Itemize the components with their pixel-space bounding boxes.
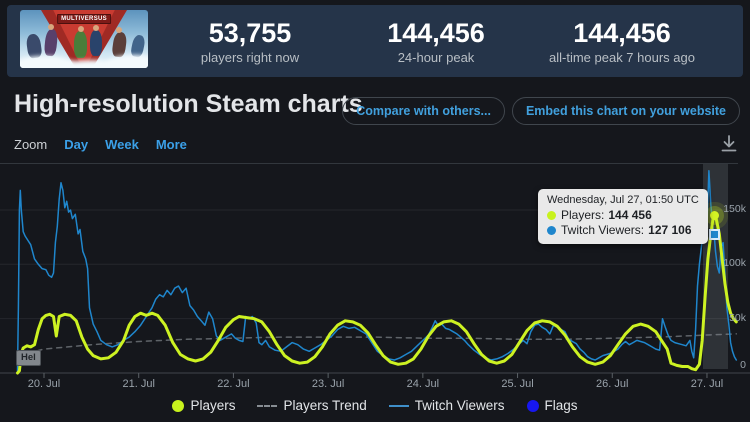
- banner-art-cloud: [106, 55, 148, 68]
- hover-highlight-band: [703, 164, 728, 369]
- header-buttons: Compare with others... Embed this chart …: [342, 97, 740, 125]
- zoom-label: Zoom: [14, 137, 48, 152]
- legend-label: Twitch Viewers: [414, 398, 505, 413]
- y-axis-label: 0: [740, 359, 746, 371]
- banner-art-character: [43, 28, 59, 57]
- download-icon[interactable]: [716, 131, 742, 157]
- banner-art-head: [93, 25, 99, 31]
- flag-marker[interactable]: Hel: [16, 350, 41, 366]
- y-axis-label: 150k: [723, 202, 746, 215]
- x-axis-label: 25. Jul: [501, 378, 534, 390]
- banner-art-character: [90, 30, 102, 56]
- legend-twitch-viewers[interactable]: Twitch Viewers: [388, 398, 505, 413]
- zoom-more[interactable]: More: [155, 137, 187, 152]
- series-twitch-viewers: [16, 170, 738, 372]
- stat-value: 144,456: [573, 17, 671, 48]
- banner-art-character: [25, 33, 43, 59]
- banner-art-character: [74, 31, 87, 58]
- series-players: [16, 214, 738, 375]
- tooltip-series-value: 127 106: [648, 223, 692, 237]
- x-axis-label: 23. Jul: [311, 378, 345, 390]
- x-axis-label: 27. Jul: [690, 378, 724, 390]
- y-axis-label: 100k: [723, 257, 746, 270]
- dashed-line-icon: [257, 404, 278, 407]
- legend-label: Flags: [544, 398, 578, 413]
- tooltip-series-name: Twitch Viewers:: [561, 223, 645, 237]
- legend-players[interactable]: Players: [172, 398, 235, 413]
- stat-label: players right now: [200, 49, 300, 65]
- zoom-week[interactable]: Week: [105, 137, 139, 152]
- x-axis-label: 21. Jul: [122, 378, 155, 390]
- players-dot-icon: [547, 211, 556, 220]
- banner-art-head: [116, 27, 122, 33]
- series-players-trend: [16, 333, 738, 357]
- x-axis-label: 26. Jul: [596, 378, 629, 390]
- stats-group: 53,755 players right now 144,456 24-hour…: [157, 18, 743, 65]
- players-dot-icon: [172, 399, 185, 412]
- legend-players-trend[interactable]: Players Trend: [257, 398, 367, 413]
- x-axis-label: 20. Jul: [27, 378, 61, 390]
- stat-value: 53,755: [208, 17, 292, 48]
- zoom-controls: Zoom Day Week More: [14, 137, 187, 152]
- plot-top-border: [0, 163, 738, 164]
- x-axis-label: 24. Jul: [406, 378, 440, 390]
- legend-label: Players Trend: [283, 398, 367, 413]
- stat-current-players: 53,755 players right now: [157, 18, 343, 65]
- tooltip-title: Wednesday, Jul 27, 01:50 UTC: [547, 194, 699, 206]
- stat-value: 144,456: [387, 17, 485, 48]
- legend-flags[interactable]: Flags: [526, 398, 578, 413]
- chart-legend: Players Players Trend Twitch Viewers Fla…: [0, 398, 750, 413]
- tooltip-series-value: 144 456: [608, 208, 652, 222]
- banner-art-character: [111, 31, 128, 58]
- banner-art-head: [78, 26, 84, 32]
- zoom-day[interactable]: Day: [64, 137, 89, 152]
- solid-line-icon: [388, 404, 409, 407]
- chart-tooltip: Wednesday, Jul 27, 01:50 UTC Players: 14…: [538, 189, 708, 244]
- embed-button[interactable]: Embed this chart on your website: [511, 97, 740, 125]
- banner-art-cloud: [56, 60, 126, 68]
- stat-24h-peak: 144,456 24-hour peak: [343, 18, 529, 65]
- chart-series-svg: [0, 170, 750, 378]
- twitch-dot-icon: [547, 226, 556, 235]
- flags-dot-icon: [526, 399, 539, 412]
- banner-art-head: [48, 24, 54, 30]
- tooltip-series-name: Players:: [561, 208, 605, 222]
- players-hover-marker: [709, 211, 719, 221]
- page-title: High-resolution Steam charts: [14, 90, 363, 118]
- twitch-hover-marker: [708, 229, 720, 241]
- stats-bar: MULTIVERSUS 53,755 players right now 144…: [7, 5, 743, 77]
- game-banner[interactable]: MULTIVERSUS: [20, 10, 148, 68]
- game-logo: MULTIVERSUS: [57, 14, 111, 24]
- y-axis-label: 50k: [729, 311, 746, 324]
- stat-label: 24-hour peak: [397, 49, 475, 65]
- compare-button[interactable]: Compare with others...: [342, 97, 505, 125]
- stat-alltime-peak: 144,456 all-time peak 7 hours ago: [529, 18, 715, 65]
- legend-label: Players: [190, 398, 236, 413]
- tooltip-twitch-row: Twitch Viewers: 127 106: [547, 223, 699, 238]
- tooltip-players-row: Players: 144 456: [547, 208, 699, 223]
- stat-label: all-time peak 7 hours ago: [549, 49, 695, 65]
- x-axis-label: 22. Jul: [217, 378, 250, 390]
